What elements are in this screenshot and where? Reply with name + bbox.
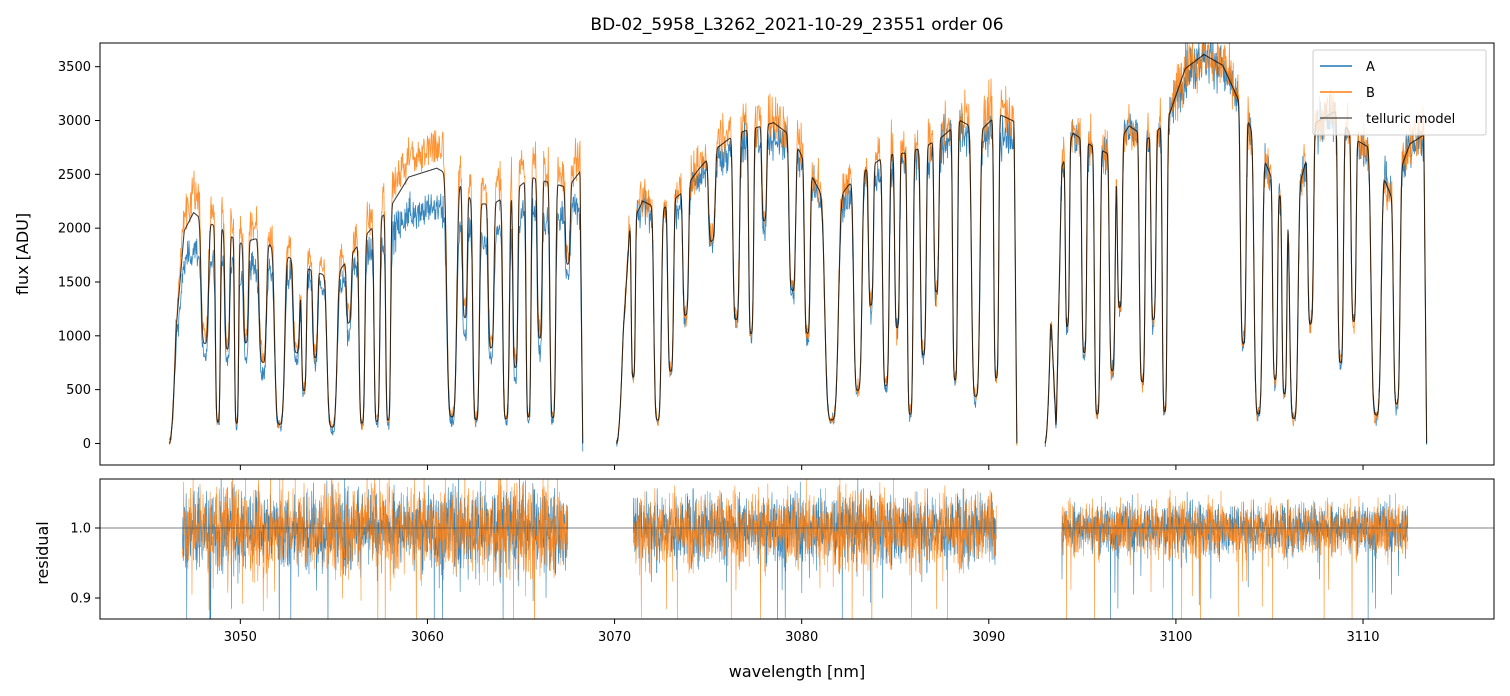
bottom-x-ticks: 3050 3060 3070 3080 3090 3100 3110 <box>224 619 1380 645</box>
legend: A B telluric model <box>1312 49 1487 136</box>
bottom-x-tick-label: 3090 <box>972 630 1005 645</box>
telluric-model-line-segment-2 <box>1044 53 1428 444</box>
legend-box <box>1312 49 1487 136</box>
residual-b-line-segment-1 <box>632 479 997 619</box>
top-y-tick-label: 3500 <box>58 60 91 75</box>
bottom-x-tick-label: 3070 <box>598 630 631 645</box>
bottom-panel: 0.9 1.0 3050 3060 3070 3080 3090 3100 3110 resi… <box>33 478 1495 681</box>
top-y-tick-label: 0 <box>83 437 91 452</box>
top-y-tick-label: 3000 <box>58 114 91 129</box>
residual-a-line-segment-1 <box>632 479 997 619</box>
bottom-y-ticks: 0.9 1.0 <box>70 522 100 607</box>
residual-b-line-segment-0 <box>182 479 569 619</box>
top-x-ticks <box>239 465 1364 470</box>
legend-label-b: B <box>1366 86 1375 101</box>
top-y-tick-label: 500 <box>66 383 91 398</box>
bottom-axes-frame <box>99 478 1495 620</box>
bottom-plot-data <box>100 479 1494 619</box>
bottom-y-axis-label: residual <box>33 521 52 584</box>
bottom-y-tick-label: 0.9 <box>70 592 91 607</box>
top-plot-area <box>100 43 1494 465</box>
x-axis-label: wavelength [nm] <box>729 662 866 681</box>
top-y-axis-label: flux [ADU] <box>13 213 32 295</box>
top-y-tick-label: 2000 <box>58 222 91 237</box>
legend-label-model: telluric model <box>1366 112 1455 127</box>
bottom-x-tick-label: 3100 <box>1159 630 1192 645</box>
top-y-tick-label: 2500 <box>58 168 91 183</box>
residual-b-line-segment-2 <box>1061 489 1409 619</box>
top-y-ticks: 0 500 1000 1500 2000 2500 3000 3500 <box>58 60 100 452</box>
bottom-x-tick-label: 3050 <box>224 630 257 645</box>
telluric-model-line-segment-0 <box>168 167 584 444</box>
bottom-y-tick-label: 1.0 <box>70 522 91 537</box>
bottom-x-tick-label: 3110 <box>1346 630 1379 645</box>
chart-title: BD-02_5958_L3262_2021-10-29_23551 order … <box>590 15 1003 35</box>
legend-label-a: A <box>1366 60 1375 75</box>
bottom-x-tick-label: 3080 <box>785 630 818 645</box>
telluric-model-line-segment-1 <box>616 114 1018 444</box>
top-y-tick-label: 1000 <box>58 329 91 344</box>
top-y-tick-label: 1500 <box>58 275 91 290</box>
top-axes-frame <box>99 42 1495 466</box>
bottom-x-tick-label: 3060 <box>411 630 444 645</box>
